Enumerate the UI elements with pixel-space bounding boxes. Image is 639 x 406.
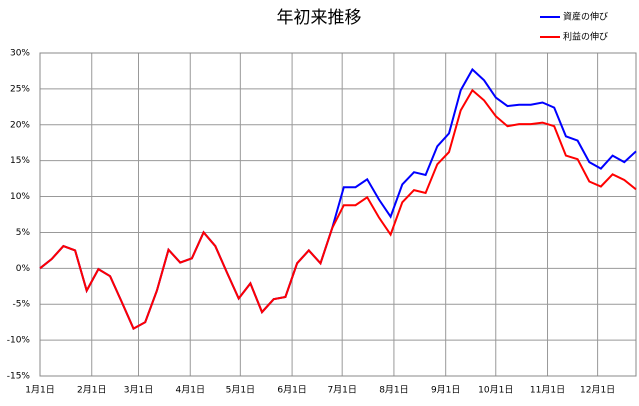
y-tick-label: 0% (16, 264, 31, 274)
x-tick-label: 3月1日 (124, 385, 153, 396)
x-tick-label: 6月1日 (277, 385, 306, 396)
x-tick-label: 10月1日 (478, 385, 513, 396)
x-tick-label: 7月1日 (327, 385, 356, 396)
x-tick-label: 2月1日 (77, 385, 106, 396)
legend-label: 資産の伸び (563, 11, 608, 23)
x-tick-label: 1月1日 (25, 385, 54, 396)
x-tick-label: 4月1日 (176, 385, 205, 396)
y-tick-label: 10% (10, 192, 30, 202)
y-tick-label: 30% (10, 49, 30, 59)
x-tick-label: 12月1日 (580, 385, 615, 396)
chart-title: 年初来推移 (277, 8, 362, 28)
x-tick-label: 5月1日 (226, 385, 255, 396)
y-tick-label: 15% (10, 156, 30, 166)
series-line (39, 67, 637, 330)
series-line (39, 88, 637, 330)
y-tick-label: 20% (10, 120, 30, 130)
y-tick-label: 5% (16, 228, 31, 238)
legend-label: 利益の伸び (563, 31, 608, 43)
plot-border (39, 52, 637, 377)
y-tick-label: -10% (7, 336, 31, 346)
x-tick-label: 9月1日 (431, 385, 460, 396)
y-tick-label: -15% (7, 372, 31, 382)
x-tick-label: 11月1日 (530, 385, 565, 396)
x-tick-label: 8月1日 (379, 385, 408, 396)
y-tick-label: -5% (12, 300, 30, 310)
y-tick-label: 25% (10, 84, 30, 94)
